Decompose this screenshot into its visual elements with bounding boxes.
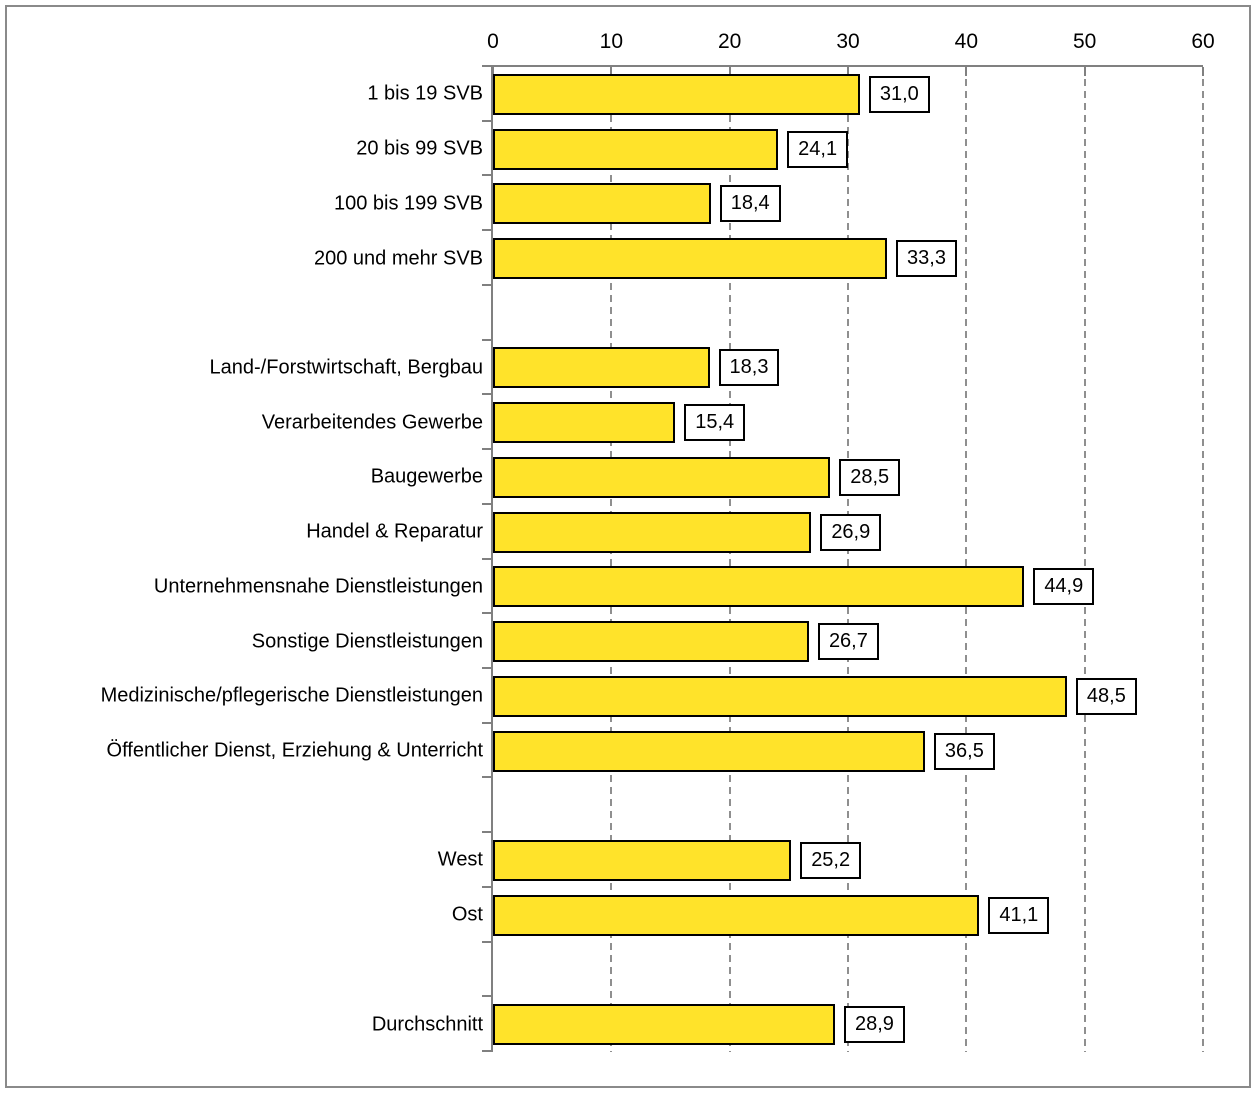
x-axis-tick-mark [492, 67, 494, 76]
bar [493, 73, 860, 115]
gridline-60 [1202, 67, 1204, 1052]
category-label: Unternehmensnahe Dienstleistungen [153, 575, 483, 598]
category-label: Sonstige Dienstleistungen [251, 630, 483, 653]
value-label: 33,3 [896, 240, 957, 278]
bar [493, 183, 711, 225]
category-label: West [437, 848, 483, 871]
x-axis-tick-mark [1083, 67, 1086, 76]
value-label: 24,1 [787, 130, 849, 168]
category-label: 20 bis 99 SVB [356, 137, 483, 160]
bar [493, 730, 925, 772]
category-label: Öffentlicher Dienst, Erziehung & Unterri… [106, 739, 483, 762]
gridline-40 [965, 67, 968, 1052]
category-label: Land-/Forstwirtschaft, Bergbau [209, 356, 483, 379]
bar [493, 347, 710, 389]
x-axis-tick-label: 30 [836, 30, 860, 53]
bar [493, 675, 1067, 717]
bar [493, 456, 831, 498]
y-axis-tick-mark [482, 558, 491, 560]
y-axis-tick-mark [482, 995, 491, 997]
value-label: 26,7 [817, 623, 879, 661]
x-axis-line [485, 65, 1203, 67]
value-label: 15,4 [684, 404, 746, 442]
gridline-50 [1083, 67, 1086, 1052]
value-label: 28,5 [839, 458, 901, 496]
category-label: 1 bis 19 SVB [367, 82, 483, 105]
value-label: 41,1 [988, 896, 1050, 934]
bar [493, 238, 888, 280]
y-axis-tick-mark [482, 886, 491, 888]
value-label: 28,9 [843, 1006, 905, 1044]
y-axis-tick-mark [482, 667, 491, 669]
y-axis-line [491, 65, 493, 1052]
y-axis-tick-mark [482, 120, 491, 122]
y-axis-tick-mark [482, 941, 491, 943]
x-axis-tick-mark [1202, 67, 1204, 76]
gridline-30 [847, 67, 849, 1052]
y-axis-tick-mark [482, 1050, 491, 1052]
x-axis-tick-mark [610, 67, 613, 76]
x-axis-tick-label: 50 [1072, 30, 1097, 53]
y-axis-tick-mark [482, 393, 491, 395]
value-label: 18,3 [718, 349, 780, 387]
y-axis-tick-mark [482, 722, 491, 724]
category-label: Medizinische/pflegerische Dienstleistung… [100, 684, 483, 707]
value-label: 31,0 [868, 75, 930, 113]
value-label: 26,9 [820, 513, 882, 551]
x-axis-tick-label: 20 [717, 30, 742, 53]
x-axis-tick-label: 0 [487, 30, 499, 53]
bar [493, 621, 809, 663]
x-axis-tick-label: 10 [599, 30, 624, 53]
value-label: 25,2 [800, 841, 862, 879]
bar [493, 1004, 835, 1046]
x-axis-tick-label: 40 [954, 30, 979, 53]
y-axis-tick-mark [482, 174, 491, 176]
category-label: Verarbeitendes Gewerbe [261, 411, 483, 434]
y-axis-tick-mark [482, 448, 491, 450]
bar [493, 402, 676, 444]
y-axis-tick-mark [482, 229, 491, 231]
x-axis-tick-label: 60 [1191, 30, 1215, 53]
y-axis-tick-mark [482, 284, 491, 286]
x-axis-tick-mark [965, 67, 968, 76]
value-label: 44,9 [1033, 568, 1095, 606]
y-axis-tick-mark [482, 65, 491, 67]
value-label: 18,4 [719, 185, 781, 223]
y-axis-tick-mark [482, 339, 491, 341]
category-label: Durchschnitt [371, 1013, 483, 1036]
category-label: Ost [451, 903, 483, 926]
y-axis-tick-mark [482, 831, 491, 833]
bar [493, 839, 792, 881]
x-axis-tick-mark [847, 67, 849, 76]
gridline-20 [728, 67, 731, 1052]
bar [493, 894, 980, 936]
bar [493, 128, 779, 170]
category-label: 200 und mehr SVB [314, 247, 483, 270]
category-label: 100 bis 199 SVB [334, 192, 483, 215]
y-axis-tick-mark [482, 503, 491, 505]
gridline-10 [610, 67, 613, 1052]
category-label: Baugewerbe [370, 465, 483, 488]
y-axis-tick-mark [482, 612, 491, 614]
bar [493, 566, 1025, 608]
bar [493, 511, 812, 553]
y-axis-tick-mark [482, 776, 491, 778]
category-label: Handel & Reparatur [306, 520, 483, 543]
value-label: 48,5 [1075, 677, 1137, 715]
value-label: 36,5 [933, 732, 995, 770]
x-axis-tick-mark [728, 67, 731, 76]
